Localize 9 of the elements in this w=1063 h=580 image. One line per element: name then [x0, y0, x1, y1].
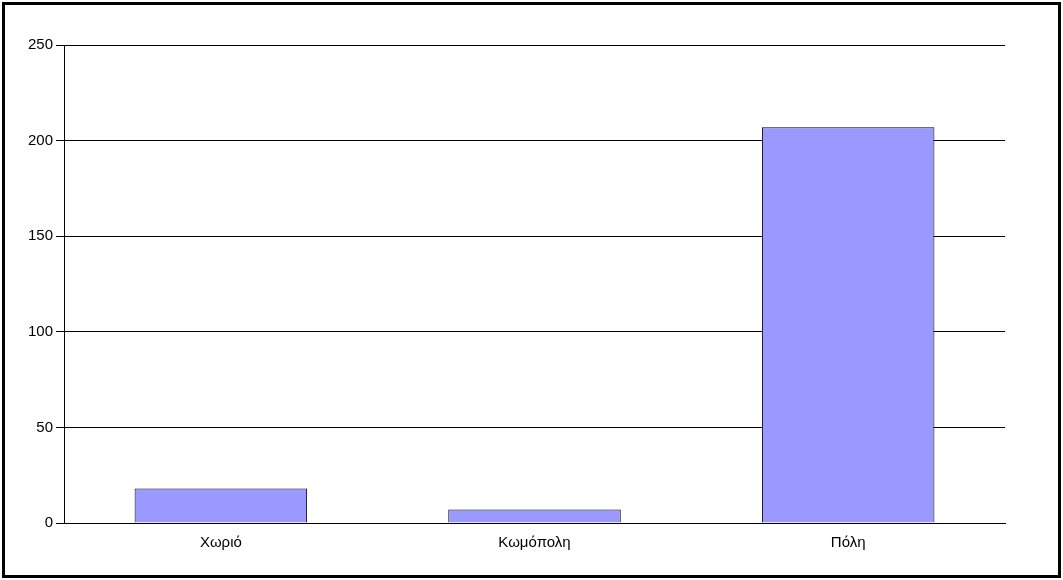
y-tick-label: 100 [28, 321, 54, 339]
x-tick-label: Κωμόπολη [498, 533, 571, 551]
y-tick-label: 250 [28, 35, 54, 53]
x-tick-label: Χωριό [199, 533, 242, 551]
y-tick-label: 50 [36, 417, 54, 435]
y-tick-label: 0 [44, 513, 54, 531]
y-tick-label: 150 [28, 226, 54, 244]
x-tick-label: Πόλη [830, 533, 866, 551]
y-tick-label: 200 [28, 130, 54, 148]
